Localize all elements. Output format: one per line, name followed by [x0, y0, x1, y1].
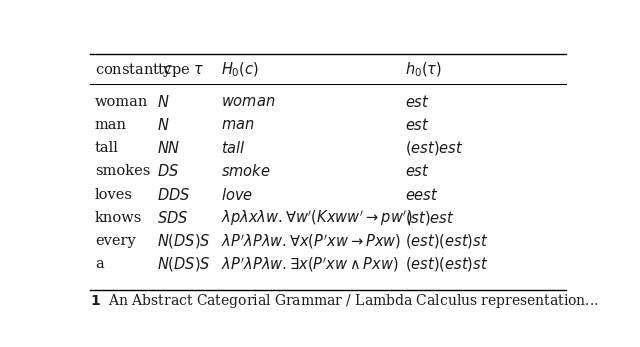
Text: constant $c$: constant $c$	[95, 62, 173, 77]
Text: $tall$: $tall$	[221, 140, 246, 156]
Text: $\lambda P' \lambda P \lambda w.\exists x(P'xw \wedge Pxw)$: $\lambda P' \lambda P \lambda w.\exists …	[221, 255, 399, 274]
Text: man: man	[95, 118, 127, 132]
Text: $N$: $N$	[157, 94, 170, 110]
Text: type $\tau$: type $\tau$	[157, 61, 205, 79]
Text: $man$: $man$	[221, 118, 255, 132]
Text: $DS$: $DS$	[157, 163, 179, 179]
Text: $\lambda p \lambda x \lambda w.\forall w'(Kxww' \rightarrow pw')$: $\lambda p \lambda x \lambda w.\forall w…	[221, 208, 413, 228]
Text: loves: loves	[95, 188, 133, 202]
Text: $h_0(\tau)$: $h_0(\tau)$	[405, 60, 442, 79]
Text: $(est)est$: $(est)est$	[405, 139, 463, 157]
Text: $(est)(est)st$: $(est)(est)st$	[405, 255, 488, 273]
Text: $NN$: $NN$	[157, 140, 180, 156]
Text: $DDS$: $DDS$	[157, 187, 190, 203]
Text: a: a	[95, 257, 104, 271]
Text: $eest$: $eest$	[405, 187, 438, 203]
Text: $\mathbf{1}$  An Abstract Categorial Grammar / Lambda Calculus representation...: $\mathbf{1}$ An Abstract Categorial Gram…	[90, 292, 598, 310]
Text: tall: tall	[95, 141, 119, 155]
Text: $\lambda P' \lambda P \lambda w.\forall x(P'xw \rightarrow Pxw)$: $\lambda P' \lambda P \lambda w.\forall …	[221, 232, 401, 251]
Text: $woman$: $woman$	[221, 95, 276, 109]
Text: $est$: $est$	[405, 94, 429, 110]
Text: $smoke$: $smoke$	[221, 163, 271, 179]
Text: $H_0(c)$: $H_0(c)$	[221, 60, 259, 79]
Text: $(est)(est)st$: $(est)(est)st$	[405, 232, 488, 250]
Text: $(st)est$: $(st)est$	[405, 209, 454, 227]
Text: $N$: $N$	[157, 117, 170, 133]
Text: knows: knows	[95, 211, 142, 225]
Text: $SDS$: $SDS$	[157, 210, 188, 226]
Text: $est$: $est$	[405, 163, 429, 179]
Text: $N(DS)S$: $N(DS)S$	[157, 232, 211, 250]
Text: $est$: $est$	[405, 117, 429, 133]
Text: $N(DS)S$: $N(DS)S$	[157, 255, 211, 273]
Text: smokes: smokes	[95, 164, 150, 178]
Text: every: every	[95, 234, 136, 248]
Text: woman: woman	[95, 95, 148, 109]
Text: $love$: $love$	[221, 187, 253, 203]
